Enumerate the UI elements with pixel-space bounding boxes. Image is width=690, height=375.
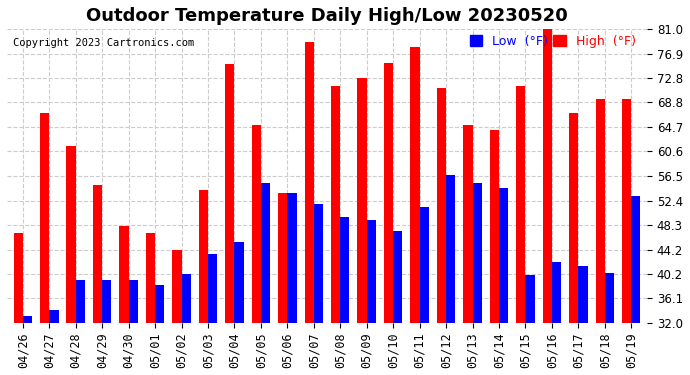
Bar	[542, 29, 552, 375]
Bar	[437, 88, 446, 375]
Bar	[76, 280, 85, 375]
Bar	[525, 275, 535, 375]
Bar	[235, 243, 244, 375]
Bar	[357, 78, 366, 375]
Bar	[23, 316, 32, 375]
Bar	[331, 86, 340, 375]
Bar	[119, 226, 128, 375]
Bar	[384, 63, 393, 375]
Bar	[49, 309, 59, 375]
Bar	[578, 266, 588, 375]
Bar	[155, 285, 164, 375]
Bar	[252, 125, 261, 375]
Bar	[314, 204, 323, 375]
Bar	[499, 188, 509, 375]
Bar	[473, 183, 482, 375]
Bar	[93, 185, 102, 375]
Bar	[490, 130, 499, 375]
Bar	[604, 273, 614, 375]
Bar	[261, 183, 270, 375]
Bar	[516, 86, 525, 375]
Bar	[278, 194, 287, 375]
Legend: Low  (°F), High  (°F): Low (°F), High (°F)	[465, 30, 641, 52]
Bar	[40, 112, 49, 375]
Bar	[14, 234, 23, 375]
Bar	[340, 217, 350, 375]
Bar	[172, 250, 181, 375]
Bar	[595, 99, 604, 375]
Bar	[420, 207, 429, 375]
Text: Copyright 2023 Cartronics.com: Copyright 2023 Cartronics.com	[13, 38, 195, 48]
Title: Outdoor Temperature Daily High/Low 20230520: Outdoor Temperature Daily High/Low 20230…	[86, 7, 568, 25]
Bar	[622, 99, 631, 375]
Bar	[463, 125, 473, 375]
Bar	[225, 64, 235, 375]
Bar	[411, 46, 420, 375]
Bar	[446, 175, 455, 375]
Bar	[552, 262, 561, 375]
Bar	[66, 146, 76, 375]
Bar	[287, 194, 297, 375]
Bar	[128, 280, 138, 375]
Bar	[393, 231, 402, 375]
Bar	[366, 220, 376, 375]
Bar	[199, 190, 208, 375]
Bar	[146, 234, 155, 375]
Bar	[102, 280, 111, 375]
Bar	[631, 196, 640, 375]
Bar	[208, 255, 217, 375]
Bar	[181, 274, 191, 375]
Bar	[569, 112, 578, 375]
Bar	[304, 42, 314, 375]
